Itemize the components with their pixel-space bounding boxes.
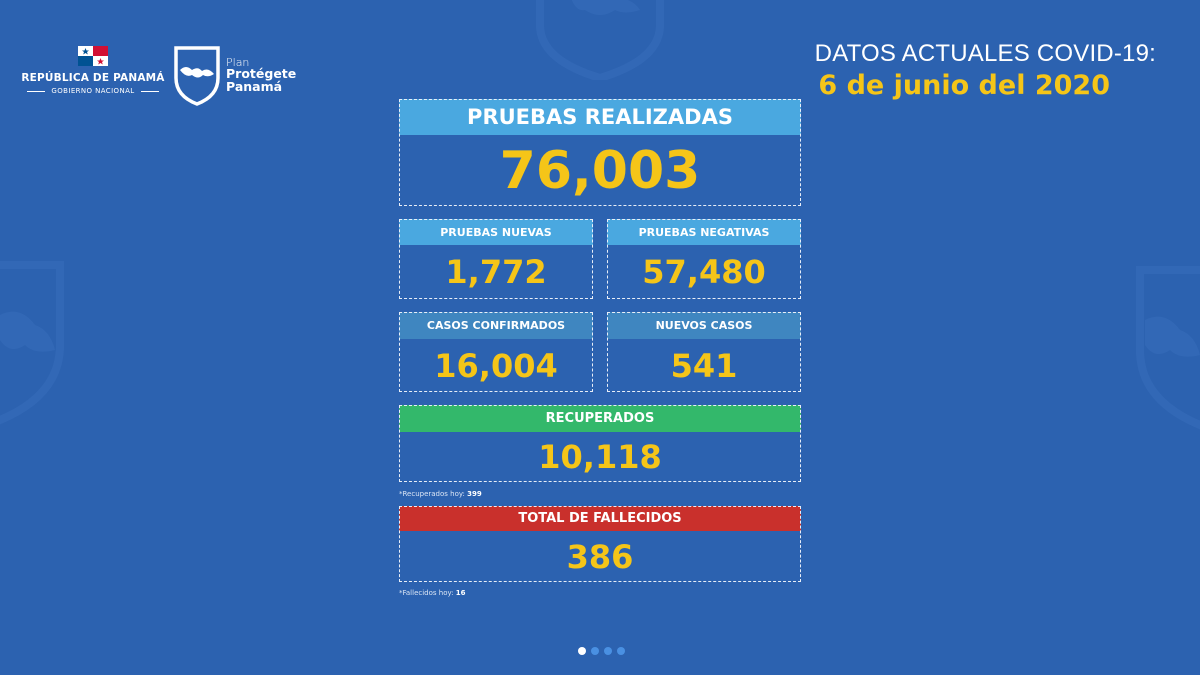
page-dot-1[interactable] [578,647,586,655]
shield-watermark-right [1136,266,1200,430]
pruebas-nuevas-value: 1,772 [399,219,593,299]
recuperados-note-value: 399 [467,490,482,498]
nuevos-casos-value: 541 [607,312,801,392]
page-dot-4[interactable] [617,647,625,655]
recuperados-header: RECUPERADOS [399,405,801,432]
plan-line-2: Protégete [226,65,297,81]
nuevos-casos-header: NUEVOS CASOS [607,312,801,339]
recuperados-note: *Recuperados hoy: 399 [399,490,482,498]
fallecidos-note-label: *Fallecidos hoy: [399,589,454,597]
casos-confirmados-value: 16,004 [399,312,593,392]
pruebas-realizadas-value: 76,003 [399,99,801,206]
plan-line-1: Plan [226,55,250,69]
pruebas-negativas-value: 57,480 [607,219,801,299]
plan-name: Plan Protégete Panamá [226,55,297,94]
header-date: 6 de junio del 2020 [818,70,1110,101]
shield-map-icon [174,46,220,106]
header: DATOS ACTUALES COVID-19: 6 de junio del … [815,40,1156,101]
header-title: DATOS ACTUALES COVID-19: [814,40,1156,67]
fallecidos-note-value: 16 [455,589,466,597]
panama-flag-icon [78,46,108,66]
casos-confirmados-header: CASOS CONFIRMADOS [399,312,593,339]
fallecidos-header: TOTAL DE FALLECIDOS [399,506,801,531]
page-dot-2[interactable] [591,647,599,655]
recuperados-note-label: *Recuperados hoy: [399,490,465,498]
shield-watermark-top [536,0,664,80]
plan-logo: Plan Protégete Panamá [172,44,296,106]
government-subtitle: GOBIERNO NACIONAL [51,87,135,95]
pagination-dots [578,647,625,655]
pruebas-nuevas-header: PRUEBAS NUEVAS [399,219,593,245]
plan-line-3: Panamá [226,78,283,94]
government-name: REPÚBLICA DE PANAMÁ [21,72,165,84]
fallecidos-value: 386 [399,506,801,582]
divider [140,90,159,92]
pruebas-realizadas-header: PRUEBAS REALIZADAS [399,99,801,135]
page-dot-3[interactable] [604,647,612,655]
government-subtitle-row: GOBIERNO NACIONAL [18,87,168,95]
recuperados-value: 10,118 [399,405,801,482]
shield-watermark-left [0,261,64,425]
divider [27,90,46,92]
fallecidos-note: *Fallecidos hoy: 16 [399,589,465,597]
government-logo: REPÚBLICA DE PANAMÁ GOBIERNO NACIONAL [18,46,168,95]
pruebas-negativas-header: PRUEBAS NEGATIVAS [607,219,801,245]
